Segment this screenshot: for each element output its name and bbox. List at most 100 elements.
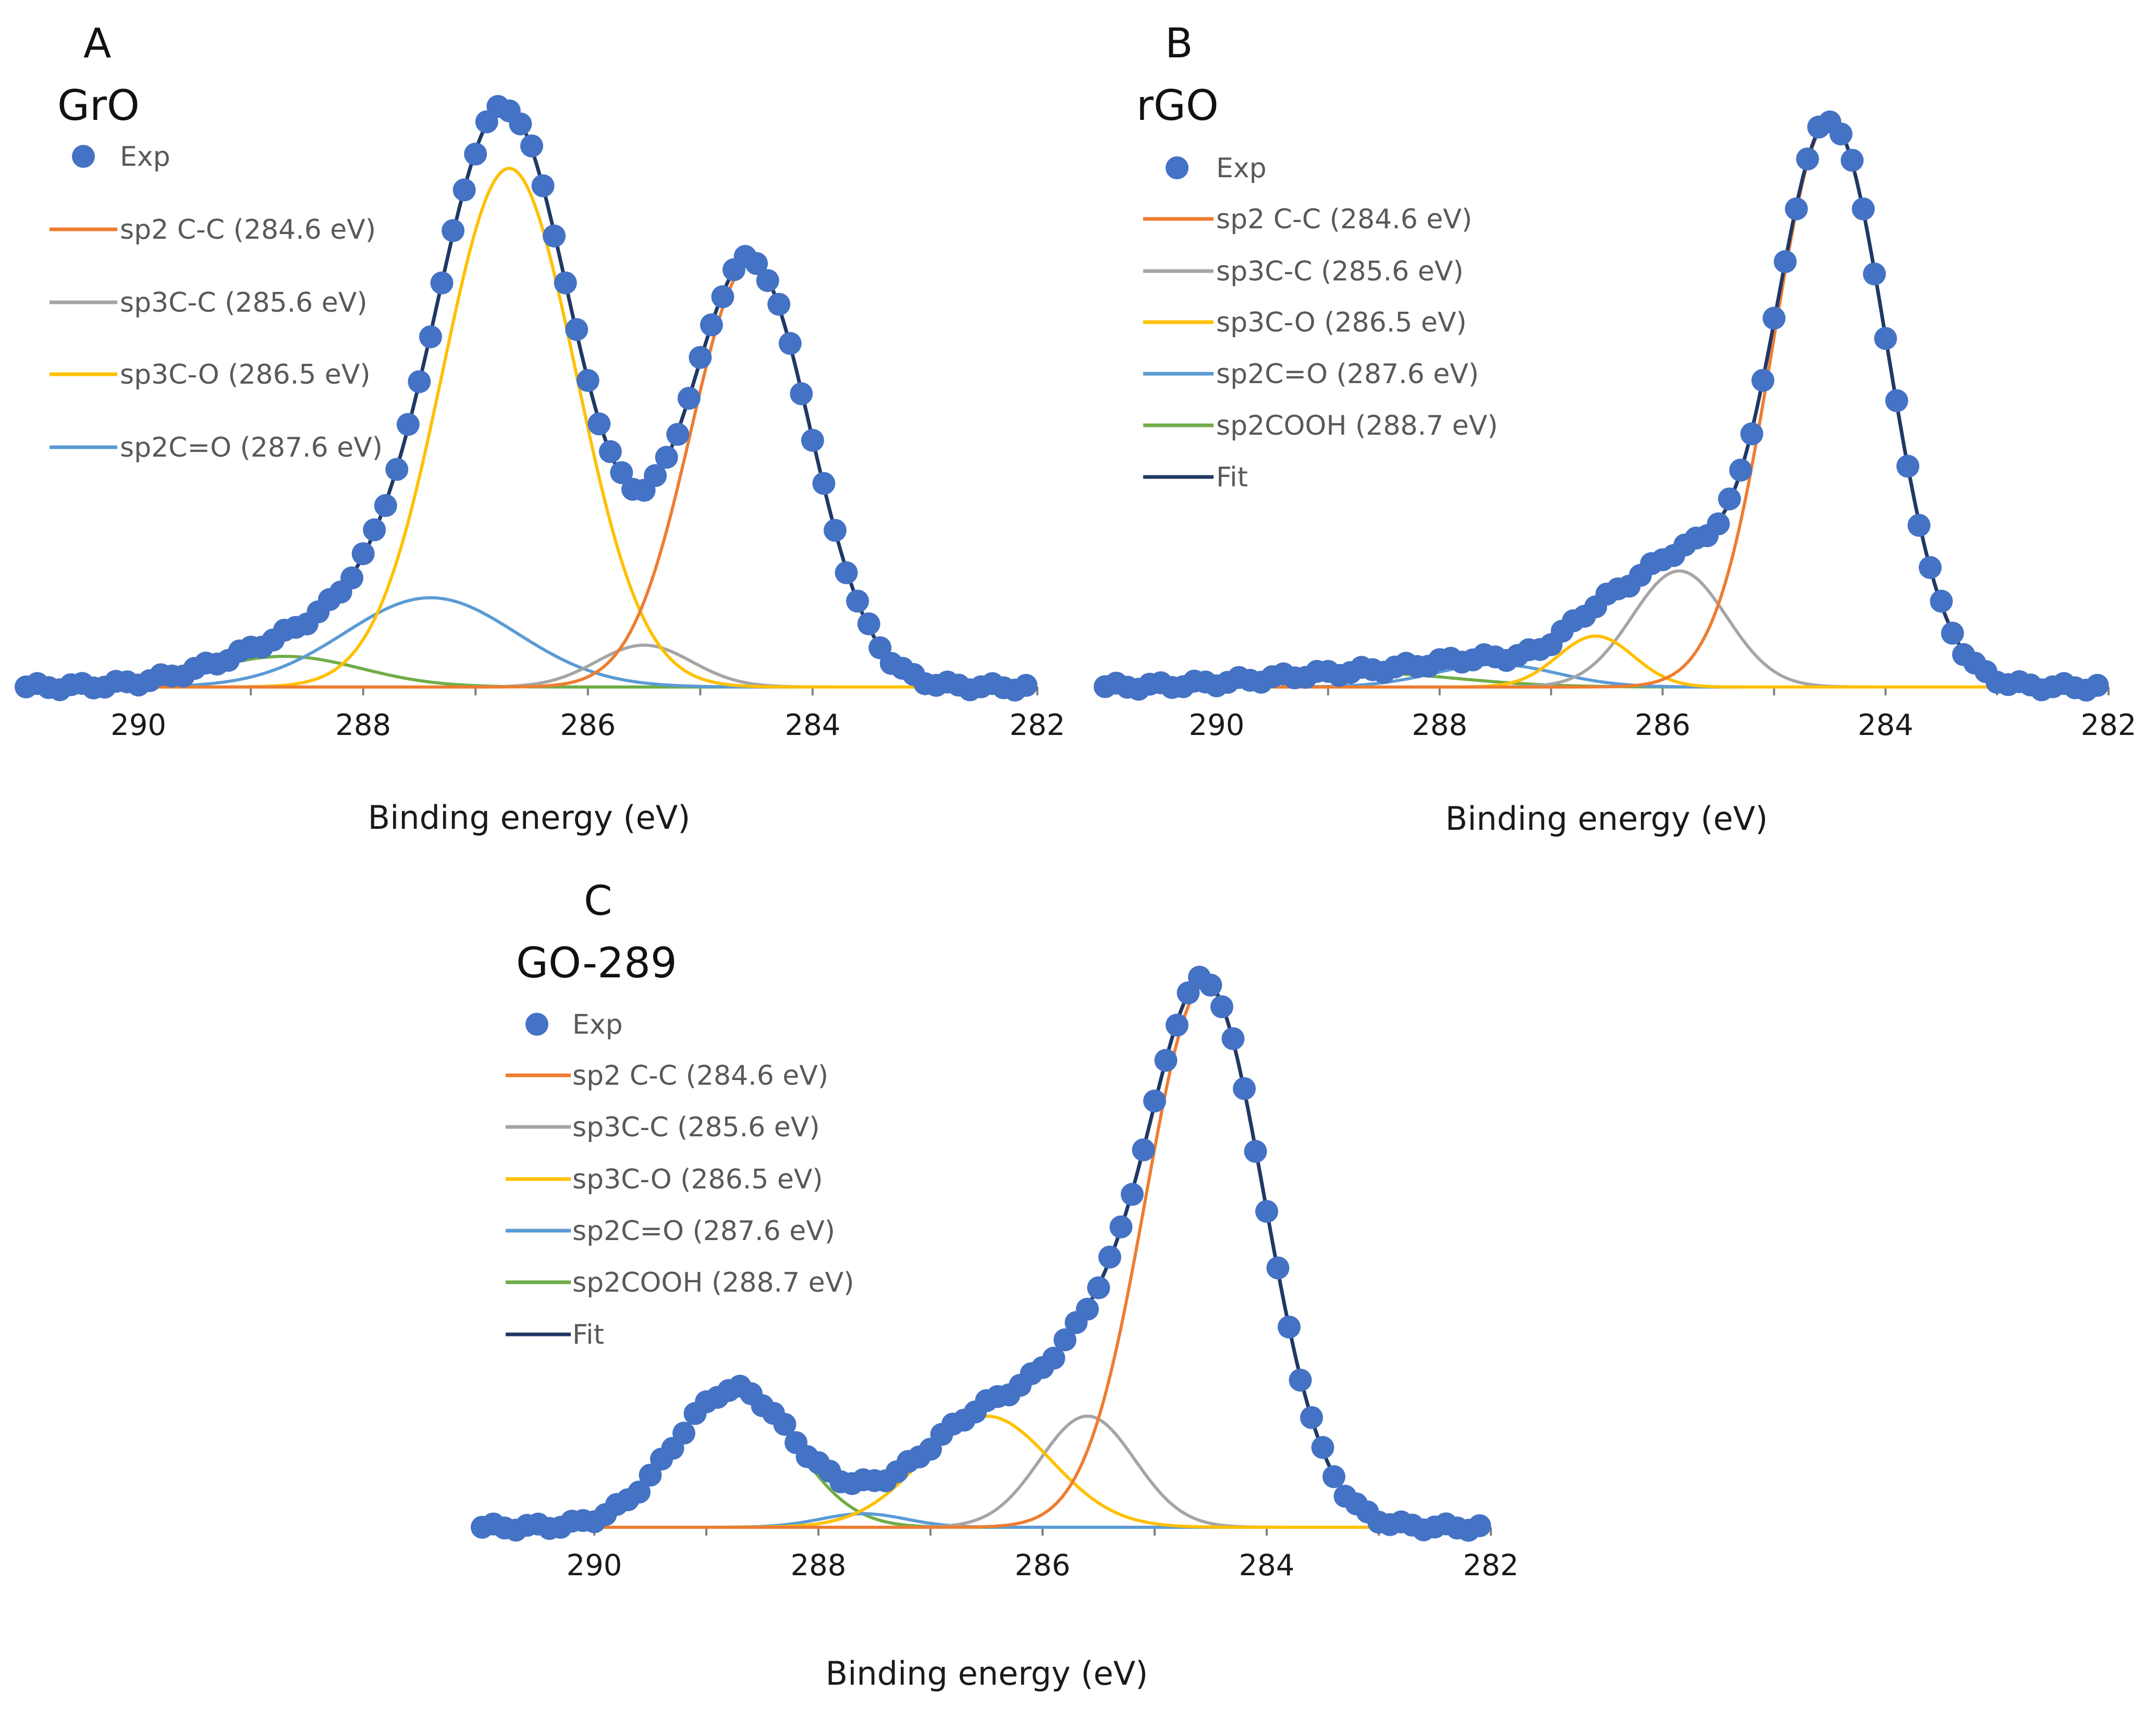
exp-point	[1907, 513, 1931, 537]
legend-label-sp3co: sp3C-O (286.5 eV)	[1216, 307, 1467, 338]
legend-b: Exp sp2 C-C (284.6 eV) sp3C-C (285.6 eV)…	[1143, 153, 1498, 493]
legend-label-sp3co: sp3C-O (286.5 eV)	[572, 1164, 823, 1195]
legend-c: Exp sp2 C-C (284.6 eV) sp3C-C (285.6 eV)…	[506, 1009, 854, 1351]
exp-point	[1109, 1215, 1133, 1238]
exp-point	[801, 428, 824, 452]
exp-point	[1729, 458, 1753, 482]
x-tick-label-288: 288	[335, 708, 391, 742]
x-tick-label-290: 290	[111, 708, 166, 742]
x-axis-title-c: Binding energy (eV)	[826, 1654, 1148, 1693]
exp-point	[1076, 1297, 1099, 1321]
exp-point	[1718, 487, 1741, 511]
legend-label-sp2cc: sp2 C-C (284.6 eV)	[1216, 204, 1472, 235]
panel-letter-a: A	[83, 20, 111, 67]
exp-point	[1311, 1436, 1334, 1459]
exp-point	[628, 1480, 651, 1504]
exp-point	[1054, 1328, 1076, 1352]
x-tick-label-282: 282	[1010, 708, 1065, 742]
exp-point	[1829, 122, 1853, 146]
exp-point	[1278, 1315, 1301, 1339]
panel-c: C GO-289 Exp sp2 C-C (284.6 eV) sp3C-C (…	[471, 878, 1518, 1693]
exp-point	[1014, 673, 1038, 697]
x-tick-label-284: 284	[785, 708, 840, 742]
exp-point	[1143, 1089, 1166, 1113]
exp-point	[1874, 327, 1897, 350]
exp-point	[1841, 149, 1864, 172]
exp-point	[655, 446, 678, 469]
x-tick-label-288: 288	[791, 1549, 847, 1583]
exp-point	[1863, 262, 1886, 286]
exp-point	[1785, 197, 1808, 220]
legend-label-sp2co: sp2C=O (287.6 eV)	[572, 1216, 835, 1247]
exp-point	[452, 178, 476, 202]
exp-point	[1852, 197, 1875, 220]
exp-point	[778, 332, 802, 355]
exp-point	[1773, 250, 1797, 273]
legend-label-sp2co: sp2C=O (287.6 eV)	[1216, 359, 1479, 390]
legend-label-sp3cc: sp3C-C (285.6 eV)	[120, 287, 368, 318]
legend-label-sp2cooh: sp2COOH (288.7 eV)	[572, 1267, 854, 1298]
curve-sp2cc	[26, 261, 1037, 689]
x-axis-title-a: Binding energy (eV)	[368, 799, 691, 837]
exp-point	[1166, 1013, 1189, 1037]
legend-label-sp3cc: sp3C-C (285.6 eV)	[1216, 256, 1464, 287]
legend-label-exp: Exp	[1216, 153, 1267, 184]
exp-point	[711, 285, 734, 309]
legend-label-sp3co: sp3C-O (286.5 eV)	[120, 359, 371, 390]
exp-point	[1221, 1027, 1245, 1050]
exp-point	[644, 464, 667, 487]
exp-point	[1751, 369, 1774, 392]
legend-a: Exp sp2 C-C (284.6 eV) sp3C-C (285.6 eV)…	[50, 141, 383, 463]
exp-point	[610, 461, 633, 484]
exp-point	[351, 542, 375, 566]
exp-point	[385, 458, 409, 481]
exp-point	[1941, 621, 1964, 645]
exp-point	[1289, 1368, 1312, 1392]
exp-point	[773, 1413, 797, 1436]
legend-label-sp3cc: sp3C-C (285.6 eV)	[572, 1112, 820, 1143]
x-tick-label-290: 290	[1189, 708, 1244, 742]
exp-point	[1154, 1049, 1178, 1072]
exp-point	[1762, 306, 1786, 330]
panel-title-go-289: GO-289	[516, 939, 677, 987]
exp-point	[587, 412, 611, 436]
exp-point	[442, 219, 465, 242]
exp-point	[689, 346, 712, 369]
exp-point	[767, 292, 791, 316]
exp-point	[846, 590, 869, 613]
exp-point	[1042, 1346, 1065, 1370]
x-tick-label-286: 286	[1015, 1549, 1071, 1583]
x-tick-label-284: 284	[1858, 708, 1914, 742]
exp-point	[700, 313, 723, 337]
exp-point	[1740, 422, 1763, 446]
exp-point	[464, 142, 487, 166]
exp-point	[1244, 1139, 1267, 1163]
exp-point	[1266, 1256, 1290, 1280]
legend-marker-exp	[1166, 156, 1189, 179]
exp-point	[543, 224, 566, 248]
exp-point	[1322, 1465, 1345, 1488]
legend-marker-exp	[72, 145, 95, 168]
exp-point	[1087, 1276, 1110, 1299]
legend-label-sp2cc: sp2 C-C (284.6 eV)	[572, 1060, 828, 1091]
panel-title-gro: GrO	[57, 81, 140, 130]
legend-label-exp: Exp	[572, 1009, 623, 1040]
exp-point	[824, 519, 847, 542]
exp-point	[672, 1421, 695, 1445]
exp-point	[1121, 1183, 1144, 1206]
exp-point	[835, 561, 858, 584]
exp-point	[1930, 590, 1953, 613]
x-tick-label-290: 290	[567, 1549, 622, 1583]
x-tick-label-284: 284	[1239, 1549, 1295, 1583]
exp-point	[1918, 556, 1942, 579]
exp-point	[1255, 1200, 1278, 1223]
exp-point	[745, 252, 768, 275]
legend-label-sp2cc: sp2 C-C (284.6 eV)	[120, 214, 376, 246]
exp-point	[1233, 1077, 1256, 1100]
exp-point	[363, 518, 386, 542]
exp-point	[396, 413, 420, 436]
exp-point	[1098, 1245, 1121, 1269]
exp-point	[408, 370, 431, 394]
panel-b: B rGO Exp sp2 C-C (284.6 eV) sp3C-C (285…	[1094, 20, 2136, 838]
